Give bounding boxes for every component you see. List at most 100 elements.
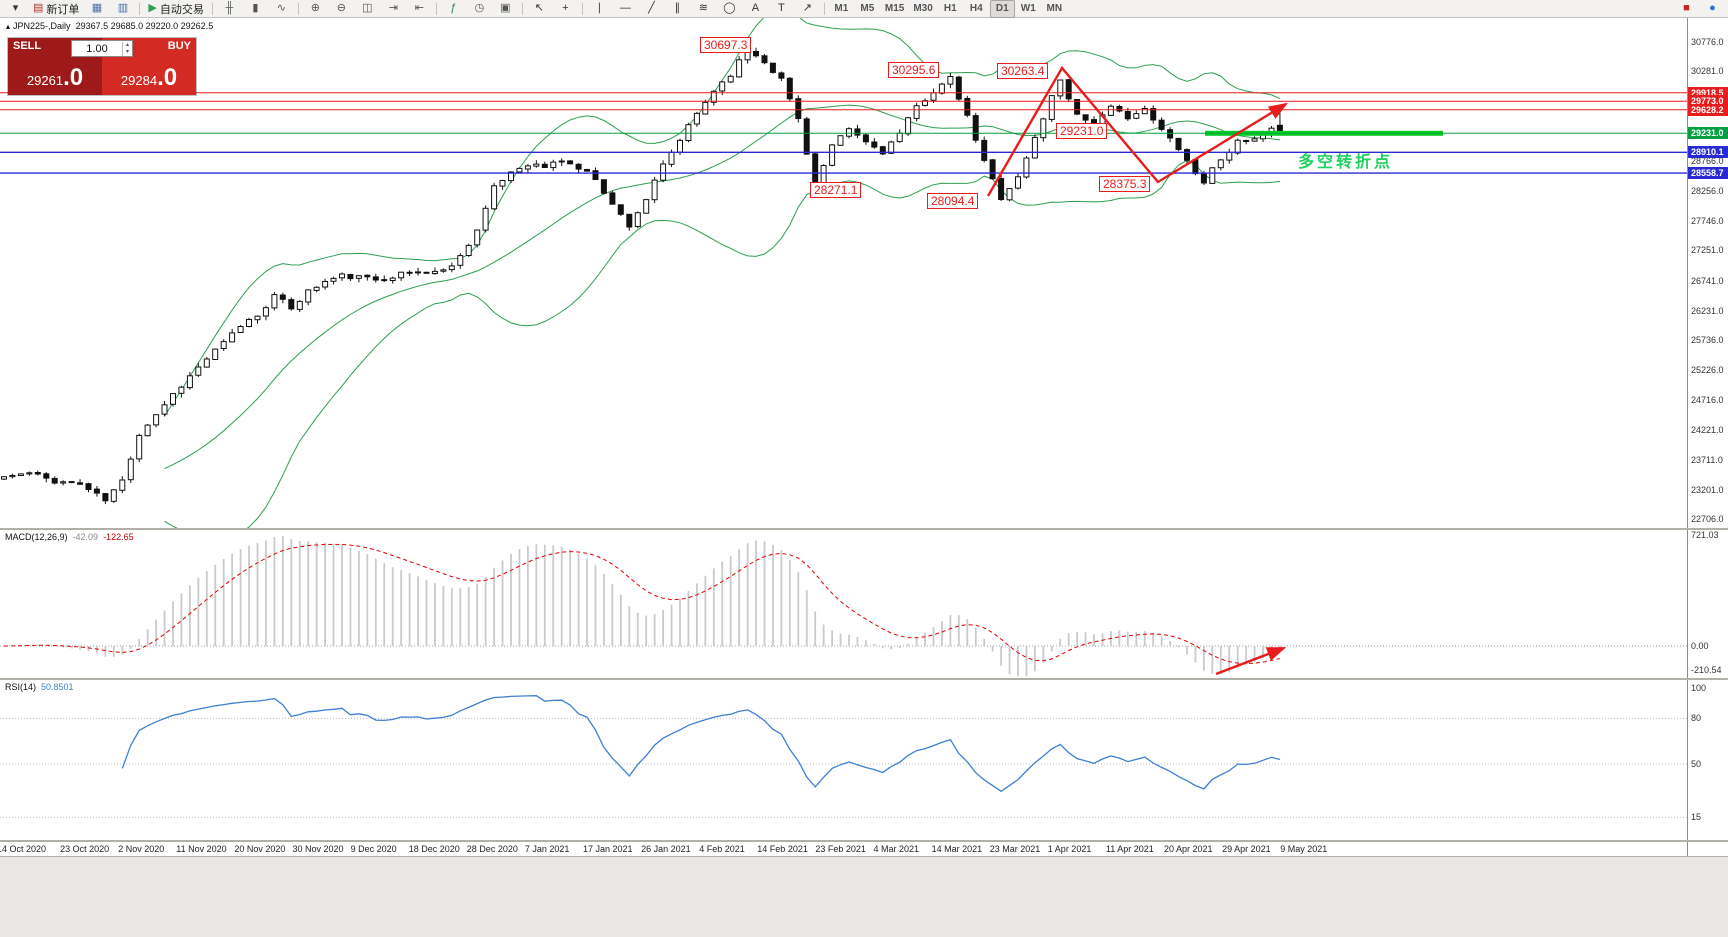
chart-ohlc-title: ▴ JPN225-,Daily 29367.5 29685.0 29220.0 2… [6,21,213,31]
timeframe-m5[interactable]: M5 [860,3,875,14]
timeframe-w1[interactable]: W1 [1020,3,1036,14]
tile-windows-icon[interactable]: ◫ [362,2,373,14]
templates-icon[interactable]: ▣ [500,2,511,14]
date-label: 30 Nov 2020 [292,844,344,854]
volume-up-icon[interactable]: ▴ [125,41,129,48]
symbol-period-label: JPN225-,Daily [13,21,71,31]
cursor-icon[interactable]: ↖ [534,2,544,14]
symbol-icon: ▴ [6,22,11,31]
pane-divider[interactable] [0,678,1728,680]
fibonacci-icon[interactable]: ≋ [698,2,708,14]
price-tick: 26741.0 [1691,275,1724,286]
macd-canvas[interactable] [0,530,1688,678]
sell-price: 29261.0 [26,64,84,91]
one-click-trading-panel: SELL 29261.0 BUY 29284.0 1.00 ▴ ▾ [8,38,196,95]
ellipse-icon[interactable]: ◯ [723,2,736,14]
price-tick: 23201.0 [1691,484,1724,495]
date-label: 14 Oct 2020 [0,844,47,854]
chart-window: ▴ JPN225-,Daily 29367.5 29685.0 29220.0 2… [0,18,1728,937]
price-tick: 721.03 [1691,530,1719,540]
indicators-icon[interactable]: ƒ [450,2,457,14]
new-chart-icon[interactable]: ▦ [91,2,103,14]
price-annotation[interactable]: 30697.3 [700,37,752,53]
date-label: 7 Jan 2021 [524,844,570,854]
toolbar-separator [297,2,299,15]
text-icon[interactable]: T [778,2,785,14]
turning-point-note: 多空转折点 [1298,154,1394,171]
vertical-line-icon[interactable]: ∣ [596,2,603,14]
channel-icon[interactable]: ∥ [674,2,681,14]
price-tick: 15 [1691,812,1702,823]
timeframe-m1[interactable]: M1 [834,3,849,14]
price-annotation[interactable]: 28094.4 [927,193,979,209]
pane-divider[interactable] [0,528,1728,530]
rsi-canvas[interactable] [0,680,1688,840]
auto-scroll-icon[interactable]: ⇥ [388,2,398,14]
timeframe-h4[interactable]: H4 [969,3,983,14]
volume-down-icon[interactable]: ▾ [125,48,129,55]
text-label-icon[interactable]: A [751,2,760,14]
rsi-value: 50.8501 [41,682,74,692]
price-annotation[interactable]: 30295.6 [888,62,940,78]
date-label: 23 Feb 2021 [815,844,866,854]
date-label: 2 Nov 2020 [118,844,165,854]
price-tag: 28558.7 [1688,167,1728,180]
date-label: 14 Feb 2021 [757,844,808,854]
timeframe-m30[interactable]: M30 [913,3,933,14]
price-tick: 50 [1691,759,1702,769]
price-annotation[interactable]: 28271.1 [810,182,862,198]
price-tag: 29628.2 [1688,103,1728,116]
price-tick: 25736.0 [1691,334,1724,345]
arrows-icon[interactable]: ↗ [802,2,812,14]
window-background [0,856,1728,937]
trendline-icon[interactable]: ╱ [648,2,655,14]
autotrading-button[interactable]: ▶ 自动交易 [148,2,204,16]
zoom-in-icon[interactable]: ⊕ [310,2,320,14]
rsi-label: RSI(14) 50.8501 [5,682,74,692]
date-label: 23 Oct 2020 [60,844,110,854]
alert-icon[interactable]: ■ [1683,2,1690,14]
window-menu-icon[interactable]: ▾ [12,2,19,14]
macd-main-value: -42.09 [72,532,99,542]
timeframe-mn[interactable]: MN [1046,3,1063,14]
timeframe-h1[interactable]: H1 [943,3,957,14]
community-icon[interactable]: ● [1709,2,1716,14]
price-annotation[interactable]: 30263.4 [997,63,1049,79]
profiles-icon[interactable]: ▥ [117,2,129,14]
pane-divider[interactable] [0,840,1728,842]
timeframe-m15[interactable]: M15 [884,3,905,14]
price-chart-canvas[interactable] [0,18,1688,528]
candlestick-chart-icon[interactable]: ▮ [252,2,259,14]
bar-chart-icon[interactable]: ╫ [225,2,234,14]
date-label: 26 Jan 2021 [641,844,691,854]
date-label: 23 Mar 2021 [989,844,1041,854]
timeframe-d1[interactable]: D1 [989,0,1015,18]
chart-shift-icon[interactable]: ⇤ [414,2,424,14]
price-tick: 24221.0 [1691,424,1724,435]
price-tick: 0.00 [1691,641,1709,651]
new-order-button[interactable]: ▤ 新订单 [33,2,80,16]
price-tick: 80 [1691,713,1702,724]
zoom-out-icon[interactable]: ⊖ [336,2,346,14]
buy-button[interactable]: BUY 29284.0 [102,38,196,95]
date-label: 29 Apr 2021 [1222,844,1271,854]
price-axis[interactable]: 30776.0 30281.0 28766.0 28256.0 27746.0 27251… [1687,18,1728,856]
price-tag: 29231.0 [1688,127,1728,140]
line-chart-icon[interactable]: ∿ [276,2,286,14]
price-tick: 30281.0 [1691,66,1724,77]
crosshair-icon[interactable]: + [562,2,569,14]
price-tick: 24716.0 [1691,395,1724,406]
date-axis[interactable]: 14 Oct 2020 23 Oct 2020 2 Nov 2020 11 Nov 2… [0,842,1688,856]
price-annotation[interactable]: 28375.3 [1099,176,1151,192]
volume-stepper[interactable]: ▴ ▾ [122,41,132,56]
horizontal-line-icon[interactable]: — [619,2,631,14]
date-label: 1 Apr 2021 [1047,844,1092,854]
price-annotation[interactable]: 29231.0 [1056,123,1108,139]
date-label: 4 Mar 2021 [873,844,920,854]
price-tick: 26231.0 [1691,305,1724,316]
date-label: 20 Nov 2020 [234,844,286,854]
volume-input[interactable]: 1.00 ▴ ▾ [71,40,133,57]
volume-value: 1.00 [86,42,108,55]
periods-icon[interactable]: ◷ [474,2,485,14]
date-label: 17 Jan 2021 [583,844,633,854]
